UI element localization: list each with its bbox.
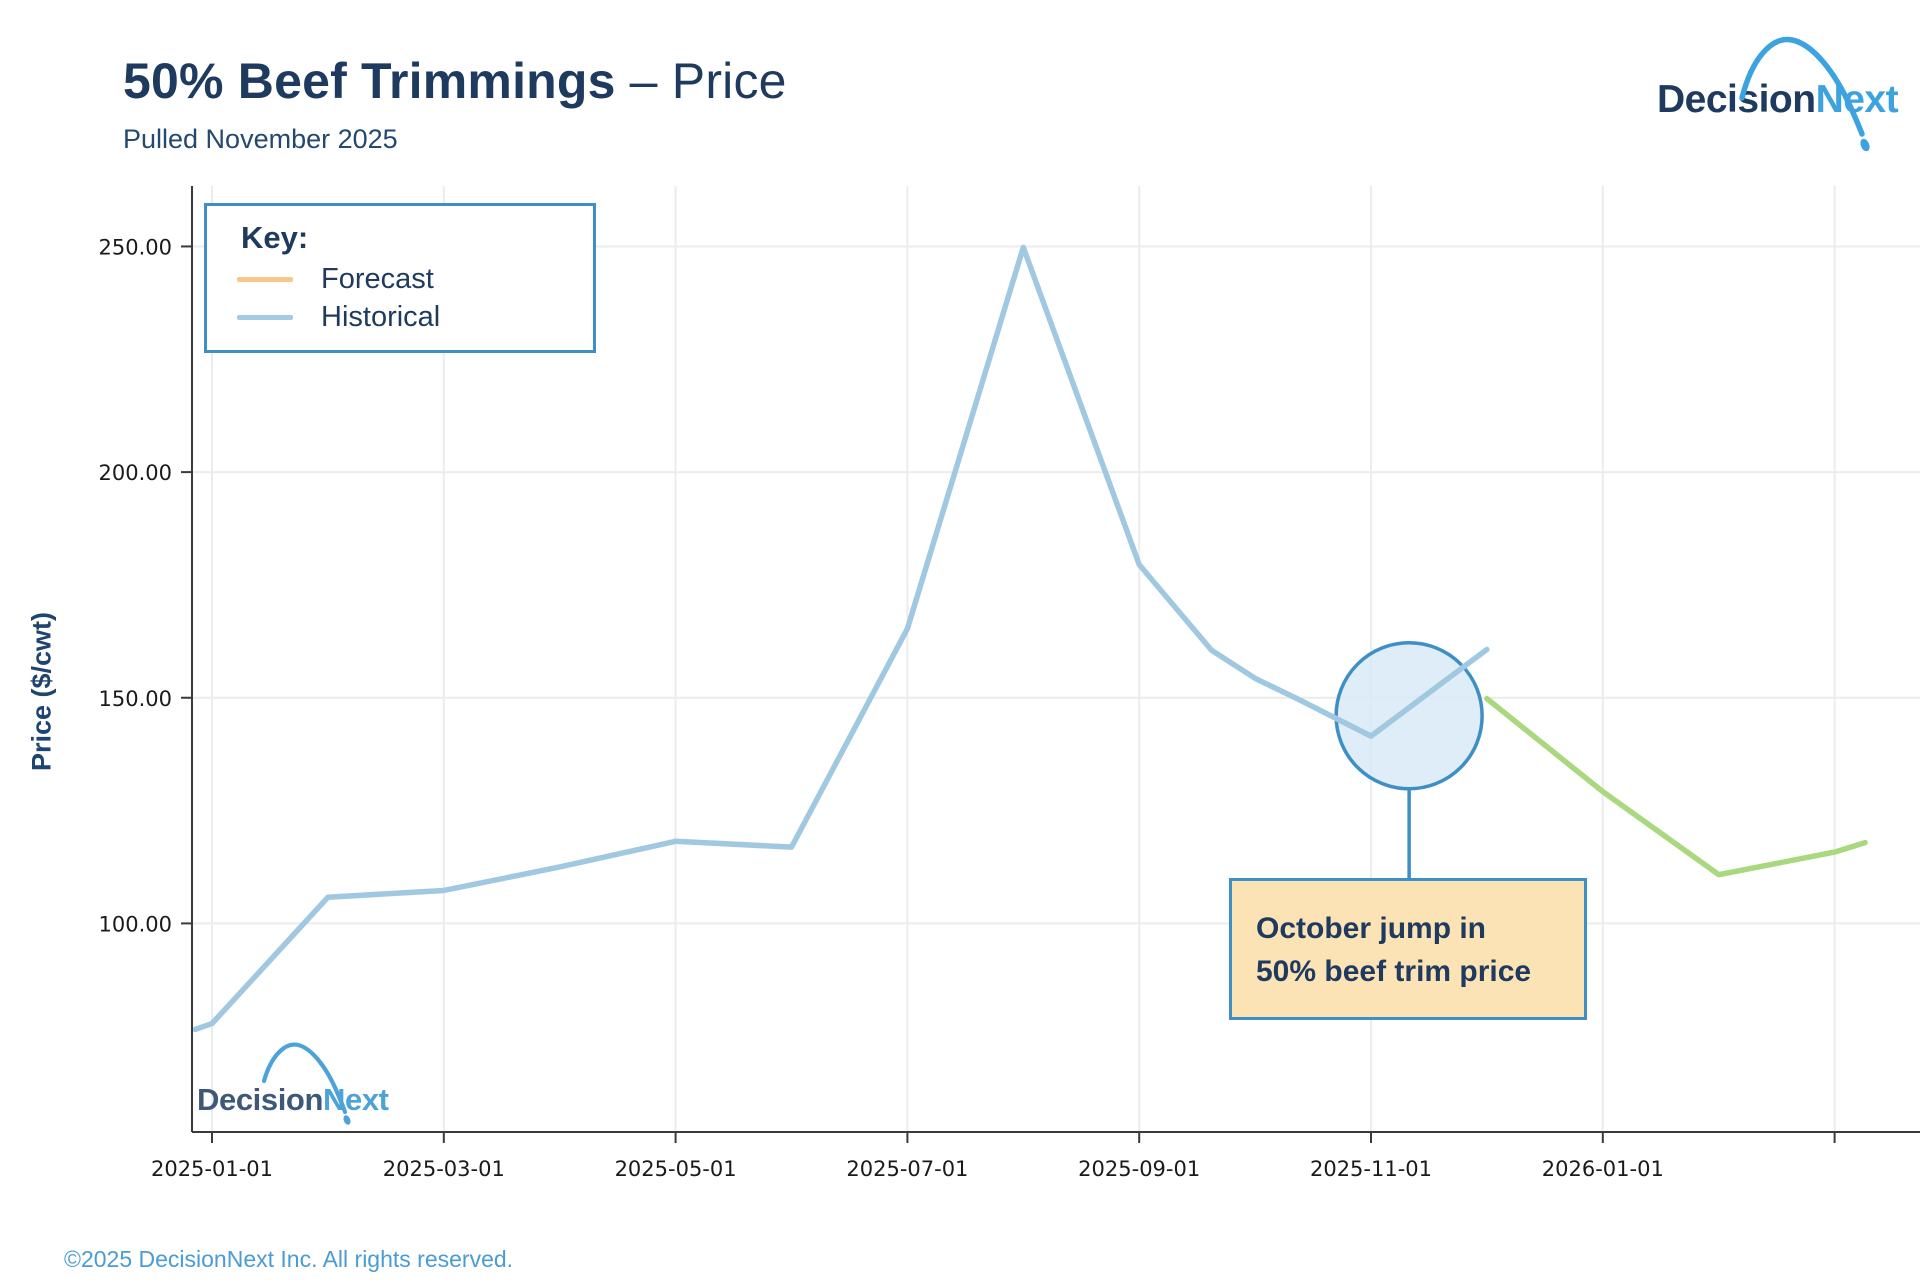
annotation-line-1: October jump in: [1256, 912, 1487, 945]
decisionnext-logo: DecisionNext: [1657, 78, 1899, 122]
annotation-line-2: 50% beef trim price: [1256, 955, 1532, 988]
watermark-text-decision: Decision: [197, 1082, 324, 1117]
pulled-date-subtitle: Pulled November 2025: [123, 124, 398, 154]
logo-text-next: Next: [1815, 78, 1899, 121]
x-tick-label: 2025-09-01: [1078, 1157, 1200, 1181]
y-tick-label: 100.00: [99, 912, 172, 936]
y-axis-title: Price ($/cwt): [26, 611, 57, 772]
x-tick-label: 2025-03-01: [383, 1157, 505, 1181]
page-title-bold: 50% Beef Trimmings: [123, 53, 616, 109]
legend-title: Key:: [241, 220, 309, 255]
logo-text-decision: Decision: [1657, 78, 1816, 121]
y-tick-label: 150.00: [99, 687, 172, 711]
x-tick-label: 2025-11-01: [1310, 1157, 1432, 1181]
chart-header: 50% Beef Trimmings – Price Pulled Novembe…: [123, 52, 787, 155]
annotation-circle: [1334, 641, 1484, 791]
legend-box: Key: Forecast Historical: [204, 203, 596, 353]
x-tick-label: 2025-07-01: [846, 1157, 968, 1181]
watermark-logo: DecisionNext: [197, 1082, 389, 1118]
copyright-footer: ©2025 DecisionNext Inc. All rights reser…: [64, 1246, 514, 1272]
forecast-swatch-icon: [237, 276, 293, 282]
legend-label-forecast: Forecast: [321, 262, 434, 295]
x-tick-label: 2025-05-01: [615, 1157, 737, 1181]
x-tick-label: 2026-01-01: [1542, 1157, 1664, 1181]
watermark-text-next: Next: [323, 1082, 389, 1117]
legend-label-historical: Historical: [321, 300, 441, 333]
forecast-line: [1484, 695, 1868, 878]
page-title-light: – Price: [629, 53, 787, 109]
page-title: 50% Beef Trimmings – Price: [123, 52, 787, 110]
historical-swatch-icon: [237, 314, 293, 320]
annotation-callout: October jump in 50% beef trim price: [1229, 878, 1587, 1020]
legend-item-historical: Historical: [237, 300, 593, 334]
y-tick-label: 250.00: [99, 235, 172, 259]
y-tick-label: 200.00: [99, 461, 172, 485]
x-tick-label: 2025-01-01: [151, 1157, 273, 1181]
historical-line: [192, 244, 1490, 1033]
legend-item-forecast: Forecast: [237, 262, 593, 296]
